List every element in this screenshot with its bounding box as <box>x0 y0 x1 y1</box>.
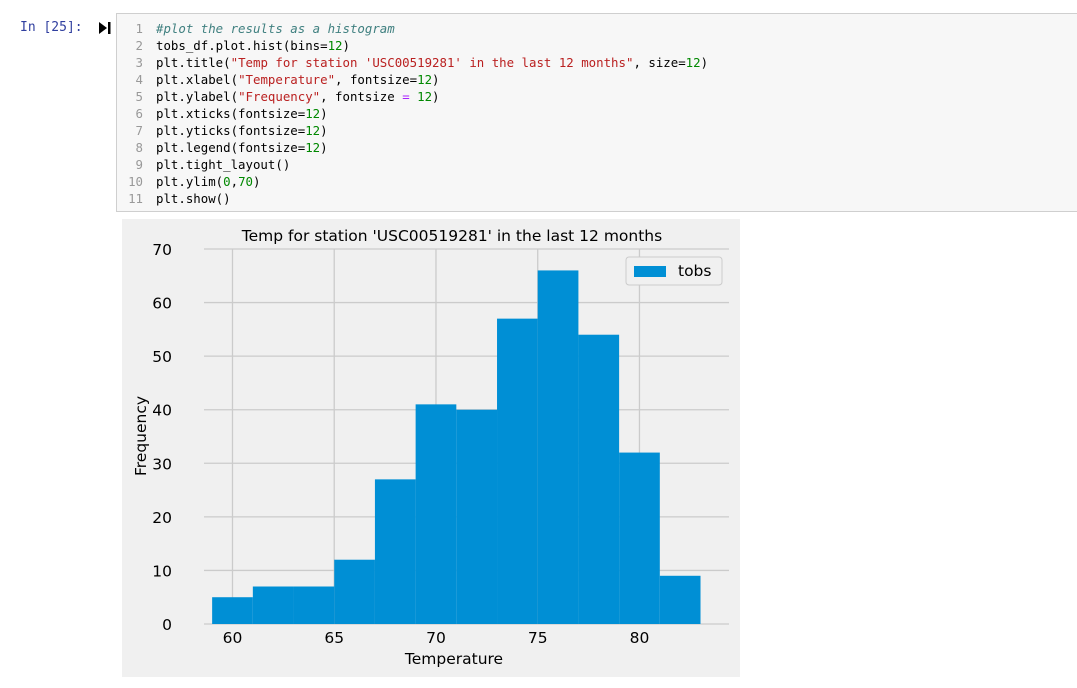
line-number: 8 <box>135 140 143 155</box>
y-tick-label: 40 <box>152 402 172 420</box>
code-token: plt.ylabel( <box>156 89 239 104</box>
code-token: ) <box>320 106 328 121</box>
line-number: 9 <box>135 157 143 172</box>
code-text: plt.show() <box>156 190 231 207</box>
line-number: 10 <box>128 174 143 189</box>
code-token: "Frequency" <box>238 89 321 104</box>
code-token: ) <box>700 55 709 70</box>
code-token: 12 <box>305 123 321 138</box>
code-token: #plot the results as a histogram <box>156 21 395 36</box>
histogram-bar <box>578 334 620 624</box>
y-tick-label: 10 <box>152 562 172 580</box>
histogram-bar <box>252 586 294 624</box>
code-token: plt.xlabel( <box>156 72 239 87</box>
x-tick-label: 65 <box>324 629 344 647</box>
y-tick-label: 60 <box>152 295 172 313</box>
histogram-bar <box>456 409 498 624</box>
line-number: 1 <box>135 21 143 36</box>
code-token: ) <box>253 174 261 189</box>
code-token: plt.tight_layout() <box>156 157 291 172</box>
code-token: , <box>230 174 239 189</box>
code-token: 12 <box>327 38 343 53</box>
line-number: 2 <box>135 38 143 53</box>
line-number: 7 <box>135 123 143 138</box>
histogram-bar <box>537 270 579 624</box>
code-token: ) <box>432 72 440 87</box>
line-number: 4 <box>135 72 143 87</box>
legend-label-tobs: tobs <box>678 262 711 280</box>
line-number: 3 <box>135 55 143 70</box>
code-text: plt.legend(fontsize=12) <box>156 139 328 156</box>
code-token: , size= <box>633 55 686 70</box>
y-tick-label: 30 <box>152 455 172 473</box>
x-tick-label: 80 <box>630 629 650 647</box>
x-tick-label: 70 <box>426 629 446 647</box>
code-token: 0 <box>223 174 231 189</box>
code-token: plt.ylim( <box>156 174 224 189</box>
code-text: plt.ylabel("Frequency", fontsize = 12) <box>156 88 440 105</box>
code-token: plt.show() <box>156 191 231 206</box>
histogram-bar <box>497 318 538 624</box>
code-token: tobs_df.plot.hist(bins= <box>156 38 328 53</box>
legend-swatch-tobs <box>634 266 666 277</box>
line-number: 11 <box>128 191 143 206</box>
y-axis-label: Frequency <box>132 396 150 476</box>
histogram-bar <box>293 586 335 624</box>
code-token: "Temperature" <box>238 72 336 87</box>
code-token: ) <box>342 38 350 53</box>
code-text: #plot the results as a histogram <box>156 20 395 37</box>
code-token: 12 <box>417 89 433 104</box>
cell-prompt: In [25]: <box>20 20 83 35</box>
x-axis-label: Temperature <box>404 650 503 668</box>
code-token: "Temp for station 'USC00519281' in the l… <box>230 55 634 70</box>
code-text: plt.yticks(fontsize=12) <box>156 122 328 139</box>
code-text: plt.xticks(fontsize=12) <box>156 105 328 122</box>
chart-title: Temp for station 'USC00519281' in the la… <box>241 227 662 245</box>
code-text: plt.title("Temp for station 'USC00519281… <box>156 54 708 71</box>
code-token: 12 <box>305 140 321 155</box>
histogram-bar <box>619 452 660 624</box>
code-token: 70 <box>238 174 253 189</box>
code-token: plt.title( <box>156 55 231 70</box>
code-token: 12 <box>417 72 433 87</box>
code-token: ) <box>432 89 440 104</box>
code-token: , fontsize= <box>335 72 418 87</box>
x-tick-label: 60 <box>223 629 243 647</box>
code-token: , fontsize <box>320 89 403 104</box>
line-number: 5 <box>135 89 143 104</box>
code-token: plt.xticks(fontsize= <box>156 106 306 121</box>
code-token: plt.legend(fontsize= <box>156 140 306 155</box>
legend-box <box>625 256 723 286</box>
y-tick-label: 0 <box>162 616 172 634</box>
histogram-bar <box>374 479 416 624</box>
histogram-chart: Temp for station 'USC00519281' in the la… <box>132 227 729 668</box>
code-text: plt.xlabel("Temperature", fontsize=12) <box>156 71 440 88</box>
y-tick-label: 50 <box>152 348 172 366</box>
legend: tobs <box>625 256 723 286</box>
code-token: 12 <box>305 106 321 121</box>
output-area: Temp for station 'USC00519281' in the la… <box>122 219 740 677</box>
histogram-bar <box>659 575 701 624</box>
code-token: 12 <box>685 55 701 70</box>
y-tick-label: 20 <box>152 509 172 527</box>
code-token: ) <box>320 140 328 155</box>
code-token: = <box>402 89 410 104</box>
code-text: plt.tight_layout() <box>156 156 290 173</box>
code-token: plt.yticks(fontsize= <box>156 123 306 138</box>
code-text: plt.ylim(0,70) <box>156 173 260 190</box>
histogram-bar <box>212 597 253 624</box>
x-tick-label: 75 <box>528 629 548 647</box>
line-number: 6 <box>135 106 143 121</box>
code-text: tobs_df.plot.hist(bins=12) <box>156 37 350 54</box>
histogram-bar <box>415 404 457 624</box>
histogram-bar <box>334 559 375 624</box>
code-token: ) <box>320 123 328 138</box>
code-cell-editor[interactable]: 1 #plot the results as a histogram 2 tobs_d… <box>116 13 1077 212</box>
y-tick-label: 70 <box>152 241 172 259</box>
run-cell-icon[interactable] <box>99 21 111 35</box>
code-token <box>410 89 417 104</box>
